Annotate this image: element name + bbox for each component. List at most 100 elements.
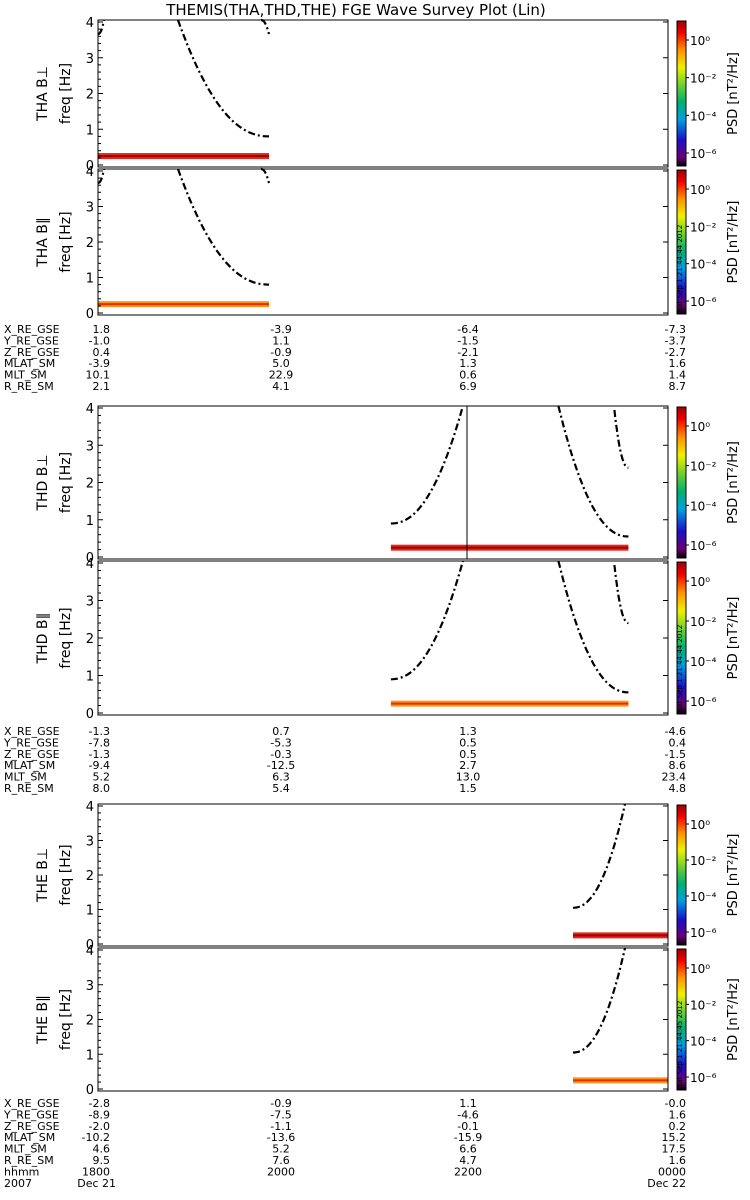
ephemeris-value: -3.9 bbox=[270, 323, 291, 336]
ephemeris-value: 4.1 bbox=[272, 380, 290, 393]
colorbar-tick-label: 10⁻⁶ bbox=[690, 539, 717, 553]
ephemeris-label: X_RE_GSE bbox=[4, 323, 60, 336]
panel-frame bbox=[97, 19, 669, 168]
cyclotron-curve bbox=[613, 409, 629, 469]
colorbar-label: PSD [nT²/Hz] bbox=[726, 201, 741, 284]
ephemeris-value: -2.1 bbox=[457, 346, 478, 359]
freq-axis-label: freq [Hz] bbox=[58, 211, 74, 272]
spectrogram-image bbox=[390, 544, 629, 551]
cyclotron-curve bbox=[176, 19, 270, 138]
colorbar-tick-label: 10⁰ bbox=[690, 420, 710, 434]
cyclotron-curve bbox=[557, 405, 629, 538]
ephemeris-value: -1.5 bbox=[457, 334, 478, 347]
y-tick-label: 3 bbox=[86, 439, 94, 454]
wave-band-core bbox=[98, 303, 269, 306]
colorbar-tick-label: 10⁻⁶ bbox=[690, 295, 717, 309]
ephemeris-value: 1.4 bbox=[669, 369, 687, 382]
probe-group-tha: 0 1 2 3 4 THA B⊥ freq [Hz] 10⁰ 10⁻² 10⁻⁴ 10⁻⁶ PSD [… bbox=[3, 16, 741, 393]
ephemeris-value: 22.9 bbox=[269, 369, 294, 382]
cyclotron-curves bbox=[97, 167, 271, 286]
cyclotron-curve bbox=[261, 167, 271, 184]
ephemeris-value: 1.6 bbox=[669, 357, 687, 370]
ephemeris-row: MLAT_SM -3.9 5.0 1.3 1.6 bbox=[4, 357, 686, 370]
ephemeris-value: -6.4 bbox=[457, 323, 478, 336]
y-tick-label: 2 bbox=[86, 477, 94, 492]
ephemeris-row: X_RE_GSE 1.8 -3.9 -6.4 -7.3 bbox=[4, 323, 686, 336]
chart-title: THEMIS(THA,THD,THE) FGE Wave Survey Plot… bbox=[165, 1, 546, 19]
colorbar-scale bbox=[676, 406, 687, 559]
ephemeris-row: MLT_SM 10.1 22.9 0.6 1.4 bbox=[4, 369, 686, 382]
ephemeris-label: Z_RE_GSE bbox=[4, 346, 60, 359]
ephemeris-value: 0.4 bbox=[93, 346, 111, 359]
wave-band-core bbox=[390, 546, 629, 549]
ephemeris-table: X_RE_GSE 1.8 -3.9 -6.4 -7.3 Y_RE_GSE -1.0 1.1 -1… bbox=[3, 323, 686, 393]
ephemeris-value: -7.3 bbox=[665, 323, 686, 336]
wave-band-core bbox=[98, 155, 269, 158]
y-tick-label: 2 bbox=[86, 88, 94, 103]
y-tick-label: 0 bbox=[86, 551, 94, 566]
freq-axis-label: freq [Hz] bbox=[58, 452, 74, 513]
ephemeris-row: R_RE_SM 2.1 4.1 6.9 8.7 bbox=[4, 380, 686, 393]
cyclotron-curve bbox=[261, 18, 271, 35]
ephemeris-value: -3.7 bbox=[665, 334, 686, 347]
y-tick-label: 1 bbox=[86, 272, 94, 287]
spectrogram-panel: 0 1 2 3 4 THD B⊥ freq [Hz] 10⁰ 10⁻² 10⁻⁴ 10⁻⁶ PSD [… bbox=[35, 402, 741, 566]
ephemeris-value: 1.8 bbox=[93, 323, 111, 336]
ephemeris-label: Y_RE_GSE bbox=[3, 334, 59, 347]
ephemeris-value: -2.7 bbox=[665, 346, 686, 359]
ephemeris-value: 2.1 bbox=[93, 380, 111, 393]
ephemeris-value: -3.9 bbox=[89, 357, 110, 370]
colorbar-label: PSD [nT²/Hz] bbox=[726, 441, 741, 524]
spectrogram-image bbox=[98, 301, 269, 308]
panel-ylabel: THA B∥ bbox=[35, 217, 51, 268]
spectrogram-image bbox=[98, 153, 269, 160]
panel-ylabel: THA B⊥ bbox=[35, 66, 51, 122]
y-tick-label: 3 bbox=[86, 52, 94, 67]
cyclotron-curve bbox=[97, 168, 106, 185]
spectrogram-panel: 0 1 2 3 4 THA B∥ freq [Hz] 10⁰ 10⁻² 10⁻⁴ 10⁻⁶ PSD [… bbox=[35, 165, 741, 322]
ephemeris-value: -0.9 bbox=[270, 346, 291, 359]
y-tick-label: 1 bbox=[86, 123, 94, 138]
colorbar: 10⁰ 10⁻² 10⁻⁴ 10⁻⁶ PSD [nT²/Hz] bbox=[676, 169, 741, 315]
colorbar-tick-label: 10⁰ bbox=[690, 183, 710, 197]
spectrogram-panel: 0 1 2 3 4 THA B⊥ freq [Hz] 10⁰ 10⁻² 10⁻⁴ 10⁻⁶ PSD [… bbox=[35, 16, 741, 174]
panel-frame bbox=[97, 168, 669, 316]
ephemeris-value: 10.1 bbox=[86, 369, 111, 382]
ephemeris-label: MLAT_SM bbox=[4, 357, 55, 370]
ephemeris-value: -1.0 bbox=[89, 334, 110, 347]
colorbar-tick-label: 10⁻² bbox=[690, 460, 717, 474]
y-tick-label: 4 bbox=[86, 402, 94, 417]
colorbar-tick-label: 10⁻² bbox=[690, 220, 717, 234]
ephemeris-value: 1.3 bbox=[459, 357, 477, 370]
panel-ylabel: THD B⊥ bbox=[35, 454, 51, 511]
y-tick-label: 2 bbox=[86, 236, 94, 251]
y-tick-label: 1 bbox=[86, 514, 94, 529]
cyclotron-curve bbox=[97, 19, 106, 36]
ephemeris-row: Y_RE_GSE -1.0 1.1 -1.5 -3.7 bbox=[3, 334, 686, 347]
y-tick-label: 4 bbox=[86, 16, 94, 31]
y-tick-label: 0 bbox=[86, 159, 94, 174]
colorbar-tick-label: 10⁻² bbox=[690, 72, 717, 86]
ephemeris-value: 1.1 bbox=[272, 334, 290, 347]
ephemeris-value: 0.6 bbox=[459, 369, 477, 382]
ephemeris-label: R_RE_SM bbox=[4, 380, 54, 393]
colorbar-scale bbox=[676, 20, 687, 167]
cyclotron-curve bbox=[390, 405, 464, 525]
cyclotron-curves bbox=[390, 405, 629, 538]
colorbar-label: PSD [nT²/Hz] bbox=[726, 52, 741, 135]
ephemeris-row: Z_RE_GSE 0.4 -0.9 -2.1 -2.7 bbox=[4, 346, 686, 359]
spectrogram-image bbox=[390, 700, 629, 707]
colorbar: 10⁰ 10⁻² 10⁻⁴ 10⁻⁶ PSD [nT²/Hz] bbox=[676, 20, 741, 167]
colorbar-tick-label: 10⁰ bbox=[690, 34, 710, 48]
probe-group-thd: 0 1 2 3 4 THD B⊥ freq [Hz] 10⁰ 10⁻² 10⁻⁴ 10⁻⁶ PSD [… bbox=[3, 402, 741, 795]
ephemeris-label: MLT_SM bbox=[4, 369, 47, 382]
freq-axis-label: freq [Hz] bbox=[58, 63, 74, 124]
colorbar-scale bbox=[676, 169, 687, 315]
cyclotron-curves bbox=[97, 18, 271, 138]
timestamp-stamp: Sat Sep 1 21:44:44 2012 bbox=[676, 225, 684, 312]
y-tick-label: 3 bbox=[86, 201, 94, 216]
colorbar-tick-label: 10⁻⁴ bbox=[690, 499, 717, 513]
ephemeris-value: 5.0 bbox=[272, 357, 290, 370]
